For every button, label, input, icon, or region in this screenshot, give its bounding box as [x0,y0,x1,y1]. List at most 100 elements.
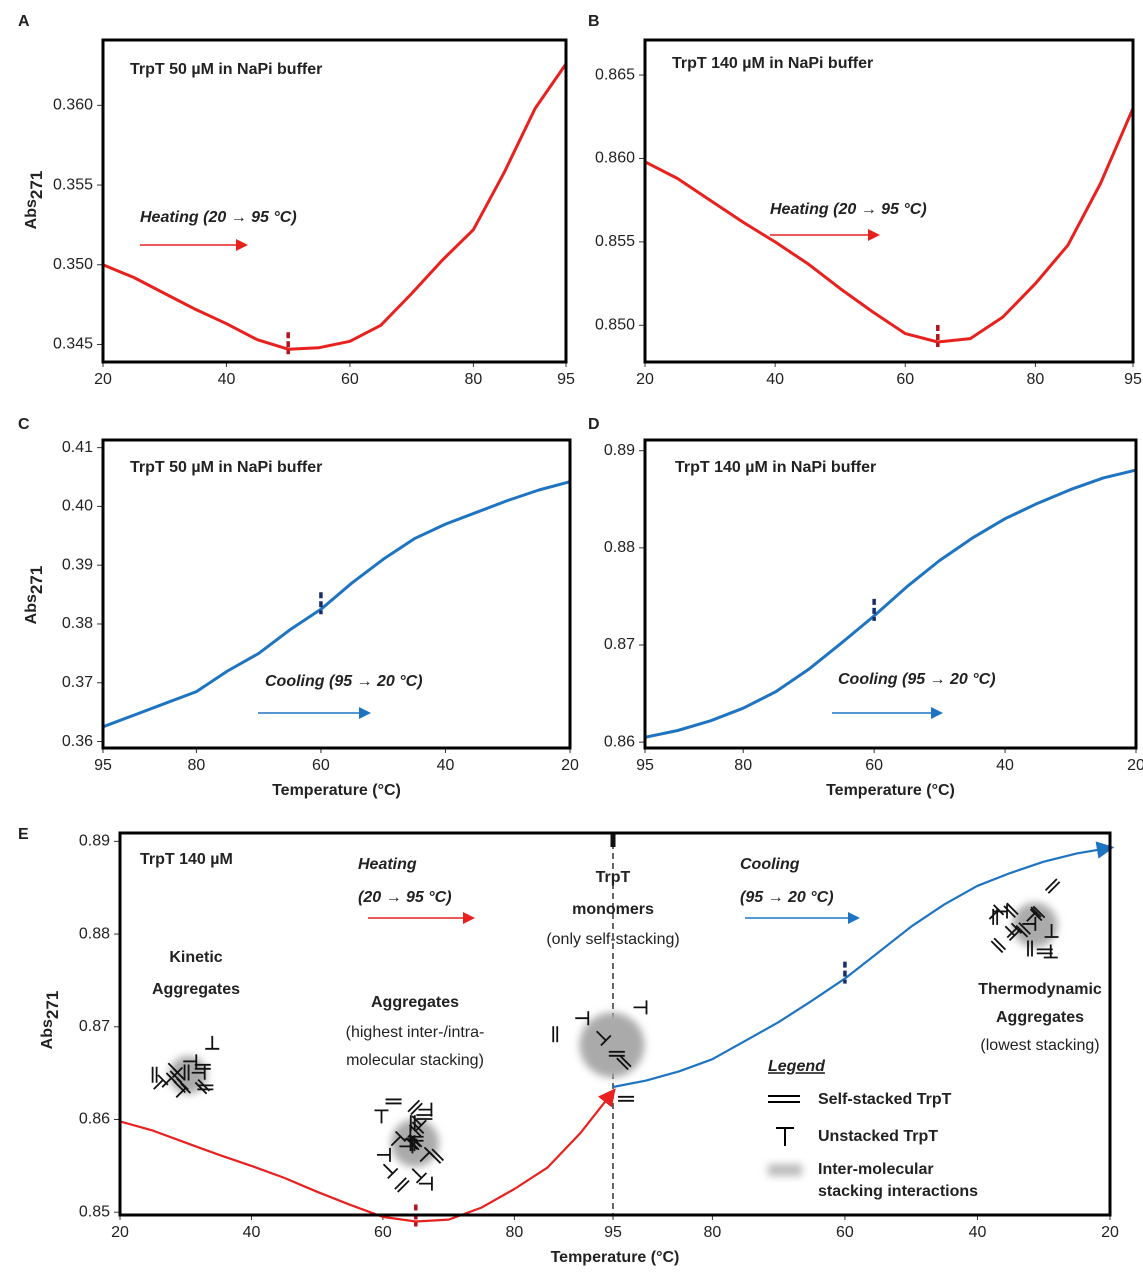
molecule-icon [575,1011,590,1026]
x-tick-label: 95 [557,371,575,388]
molecule-icon [194,1063,211,1070]
plot-frame [118,831,1112,1217]
x-tick-label: 80 [506,1224,524,1241]
molecule-icon [175,1082,192,1098]
molecule-icon [376,1147,391,1162]
annotation: (only self-stacking) [546,931,679,948]
panel: A TrpT 50 µM in NaPi buffer Heating (20 → … [18,13,575,388]
x-tick-label: 40 [969,1224,987,1241]
y-tick-label: 0.350 [53,256,93,273]
legend-title: Legend [768,1058,826,1075]
molecule-icon [1003,902,1019,918]
molecule-icon [390,1130,407,1147]
panel-title: TrpT 50 µM in NaPi buffer [130,61,322,78]
x-tick-label: 20 [561,757,579,774]
molecule-icon [992,908,999,925]
annotation: (lowest stacking) [980,1037,1099,1054]
molecule-icon [416,1114,433,1120]
y-tick-label: 0.38 [62,615,93,632]
annotation: (highest inter-/intra- [346,1024,485,1041]
y-tick-label: 0.89 [604,442,635,459]
y-tick-label: 0.360 [53,97,93,114]
x-tick-label: 60 [341,371,359,388]
panel: D TrpT 140 µM in NaPi buffer Cooling (95 →… [588,416,1143,799]
molecule-icon [407,1099,423,1116]
molecule-icon [1015,922,1031,938]
y-tick-label: 0.39 [62,556,93,573]
x-tick-label: 80 [188,757,206,774]
molecule-icon [399,1139,414,1154]
annotation: monomers [572,901,654,918]
panel-title: TrpT 140 µM in NaPi buffer [675,459,876,476]
data-line [102,63,568,351]
annotation: Cooling [740,856,800,873]
y-tick-label: 0.88 [604,539,635,556]
plot-frame [643,38,1135,364]
molecule-icon [205,1035,220,1050]
annotation: Aggregates [152,981,240,998]
panel-label: E [18,826,29,843]
y-tick-label: 0.865 [595,66,635,83]
x-tick-label: 40 [766,371,784,388]
x-tick-label: 40 [243,1224,261,1241]
molecule-icon [990,937,1007,954]
molecule-icon [411,1168,428,1184]
x-tick-label: 60 [374,1224,392,1241]
annotation: Cooling (95 → 20 °C) [838,671,996,688]
molecule-icon [1044,878,1061,894]
x-tick-label: 20 [111,1224,129,1241]
x-axis-label: Temperature (°C) [551,1249,680,1266]
molecule-icon [194,1078,211,1095]
molecule-icon [608,1050,625,1057]
x-tick-label: 20 [94,371,112,388]
x-tick-label: 20 [1127,757,1143,774]
molecule-icon [1043,944,1058,959]
molecule-icon [618,1095,635,1102]
molecule-icon [1044,924,1059,938]
legend-icon [776,1127,794,1146]
x-tick-label: 60 [896,371,914,388]
molecule-icon [151,1066,158,1083]
y-axis-label: Abs271 [39,991,62,1050]
y-tick-label: 0.87 [79,1018,110,1035]
x-tick-label: 95 [1124,371,1142,388]
molecule-icon [385,1098,402,1105]
panel-label: D [588,416,600,433]
molecule-icon [596,1030,612,1047]
annotation: Aggregates [371,994,459,1011]
y-tick-label: 0.85 [79,1203,110,1220]
y-tick-label: 0.86 [604,733,635,750]
x-tick-label: 40 [437,757,455,774]
molecule-icon [1029,905,1046,922]
data-line [644,107,1135,344]
legend-label: Self-stacked TrpT [818,1091,952,1108]
legend-icon [768,1164,802,1176]
annotation: TrpT [596,869,631,886]
x-tick-label: 40 [218,371,236,388]
y-tick-label: 0.36 [62,733,93,750]
y-tick-label: 0.855 [595,233,635,250]
molecule-icon [409,1115,416,1132]
molecule-icon [382,1163,399,1180]
annotation: (95 → 20 °C) [740,889,834,906]
molecule-icon [419,1146,435,1163]
y-axis-label: Abs271 [23,171,46,230]
y-tick-label: 0.355 [53,176,93,193]
data-line [102,480,571,729]
plot-frame [101,38,568,364]
x-tick-label: 80 [465,371,483,388]
y-axis-label-main: Abs [23,199,40,229]
data-line [644,468,1137,739]
y-tick-label: 0.345 [53,336,93,353]
data-line [612,841,1115,1089]
panel-title: TrpT 140 µM in NaPi buffer [672,55,873,72]
annotation: Thermodynamic [978,981,1102,998]
x-axis-label: Temperature (°C) [272,782,401,799]
y-tick-label: 0.860 [595,150,635,167]
x-tick-label: 95 [94,757,112,774]
x-tick-label: 80 [1027,371,1045,388]
y-tick-label: 0.89 [79,833,110,850]
y-axis-label-main: Abs [23,594,40,624]
x-tick-label: 20 [636,371,654,388]
